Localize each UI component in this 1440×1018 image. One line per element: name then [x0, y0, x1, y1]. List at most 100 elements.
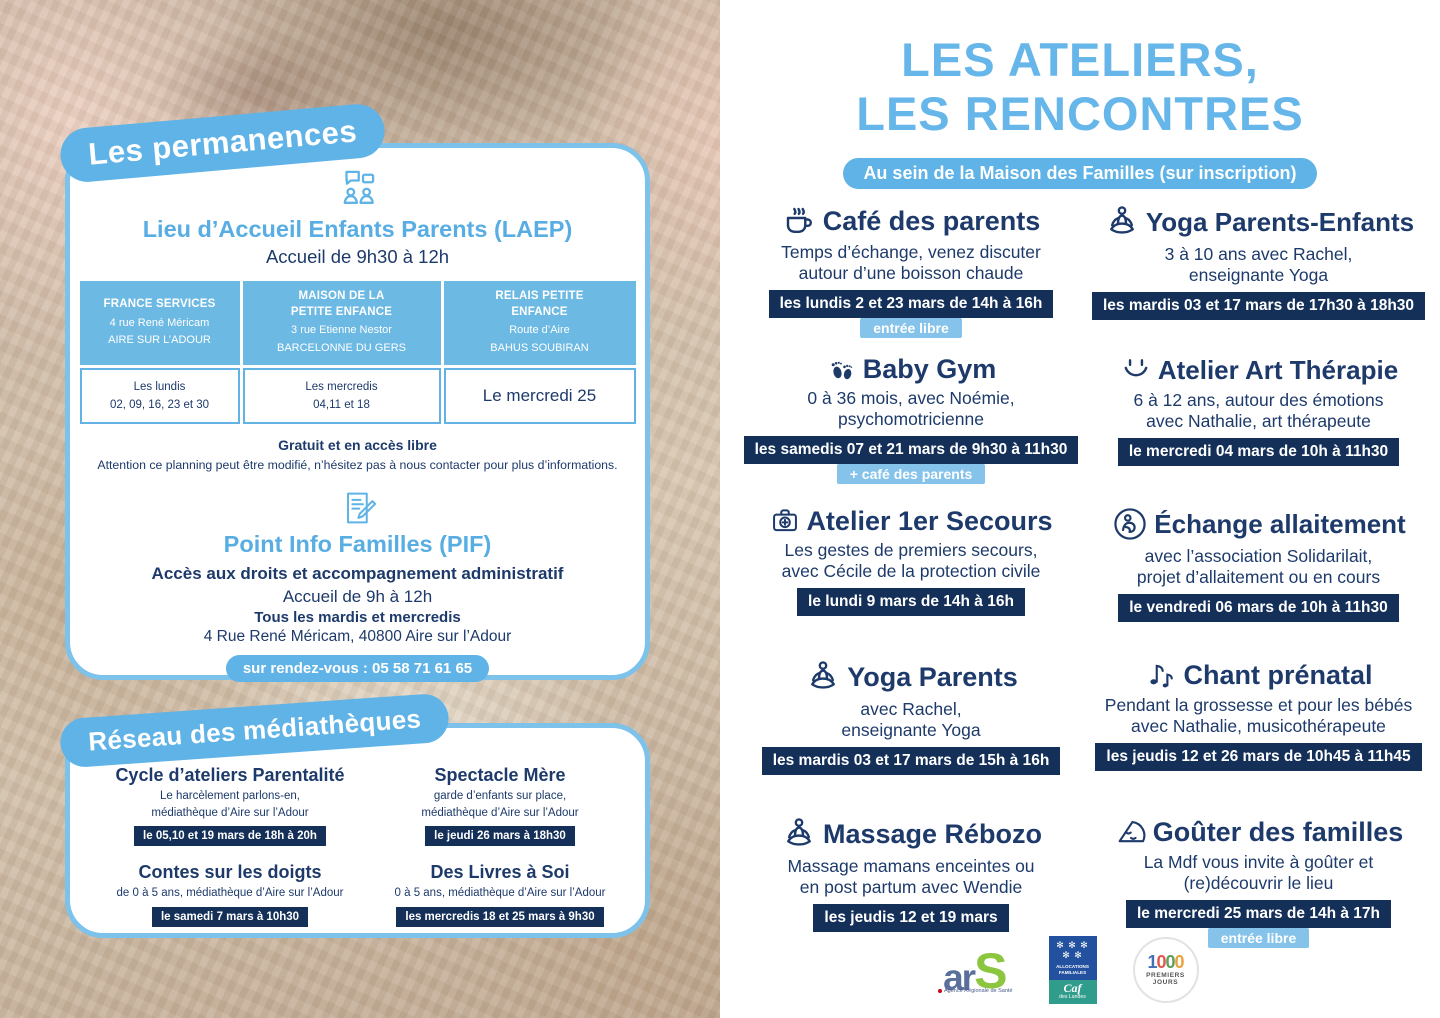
event-description: garde d’enfants sur place, médiathèque d…: [421, 790, 579, 819]
mediatheque-event: Spectacle Mère garde d’enfants sur place…: [375, 765, 625, 847]
workshop-date-banner: le lundi 9 mars de 14h à 16h: [797, 588, 1025, 617]
subtitle-pill-wrap: Au sein de la Maison des Familles (sur i…: [720, 158, 1440, 189]
mille-premiers-jours-logo: 1000 PREMIERS JOURS: [1132, 936, 1199, 1003]
workshop-title: Baby Gym: [862, 353, 997, 384]
page-title-line1: LES ATELIERS,: [901, 33, 1259, 86]
free-entry-badge: entrée libre: [1207, 928, 1310, 949]
workshop-title: Yoga Parents: [847, 661, 1018, 692]
mediatheque-event: Des Livres à Soi 0 à 5 ans, médiathèque …: [375, 862, 625, 928]
first-aid-kit-icon: [769, 505, 801, 537]
event-title: Cycle d’ateliers Parentalité: [115, 765, 345, 785]
ars-red-dot: [938, 989, 942, 994]
event-date-banner: le samedi 7 mars à 10h30: [151, 907, 309, 928]
workshop-echange-allaitement: Échange allaitement avec l’association S…: [1087, 505, 1430, 658]
jours-digit: 0: [1156, 951, 1166, 972]
workshop-date-banner: les jeudis 12 et 26 mars de 10h45 à 11h4…: [1095, 743, 1422, 772]
workshops-grid: Café des parents Temps d’échange, venez …: [735, 203, 1430, 949]
ars-caption: Agence Régionale de Santé: [944, 987, 1013, 994]
smiley-icon: [1119, 353, 1153, 387]
baby-feet-icon: [826, 353, 858, 385]
page-title-line2: LES RENCONTRES: [856, 87, 1304, 141]
mediatheque-event: Contes sur les doigts de 0 à 5 ans, médi…: [85, 862, 375, 928]
jours-number: 1000: [1147, 951, 1184, 972]
jours-line1: PREMIERS: [1146, 971, 1185, 979]
workshop-yoga-parents-enfants: Yoga Parents-Enfants 3 à 10 ans avec Rac…: [1087, 203, 1430, 353]
people-chat-icon: [335, 164, 381, 210]
event-date-banner: le jeudi 26 mars à 18h30: [425, 826, 575, 847]
workshop-description: 0 à 36 mois, avec Noémie, psychomotricie…: [807, 388, 1015, 429]
workshop-date-banner: les lundis 2 et 23 mars de 14h à 16h: [768, 290, 1054, 319]
mediatheque-event: Cycle d’ateliers Parentalité Le harcèlem…: [85, 765, 375, 847]
appointment-phone-pill: sur rendez-vous : 05 58 71 61 65: [225, 655, 490, 682]
pif-title: Point Info Familles (PIF): [223, 531, 492, 557]
workshop-title: Goûter des familles: [1152, 816, 1404, 847]
location-name: RELAIS PETITE ENFANCE: [495, 290, 584, 318]
event-date-banner: le 05,10 et 19 mars de 18h à 20h: [134, 826, 326, 847]
workshop-cafe-des-parents: Café des parents Temps d’échange, venez …: [735, 203, 1087, 353]
pif-days-line: Tous les mardis et mercredis: [254, 609, 461, 626]
workshop-date-banner: les mardis 03 et 17 mars de 15h à 16h: [761, 747, 1061, 776]
workshop-date-banner: les mardis 03 et 17 mars de 17h30 à 18h3…: [1091, 292, 1426, 321]
yoga-person-icon: [1103, 203, 1141, 241]
coffee-cup-icon: [782, 203, 818, 239]
event-title: Des Livres à Soi: [430, 862, 570, 883]
table-schedule-cell: Les lundis 02, 09, 16, 23 et 30: [79, 368, 240, 424]
subtitle-pill: Au sein de la Maison des Familles (sur i…: [843, 158, 1317, 189]
cake-slice-icon: [1114, 815, 1148, 849]
yoga-person-icon: [804, 658, 842, 696]
free-access-note: Gratuit et en accès libre: [278, 437, 437, 453]
partner-logos: ar S Agence Régionale de Santé ✻ ✻ ✻ ✻ ✻ A…: [938, 936, 1199, 1004]
caf-logo: ✻ ✻ ✻ ✻ ✻ ALLOCATIONS FAMILIALES Caf des …: [1048, 936, 1097, 1004]
workshop-description: avec l’association Solidarilait, projet …: [1136, 546, 1381, 587]
workshop-title: Atelier Art Thérapie: [1157, 354, 1399, 385]
workshop-description: La Mdf vous invite à goûter et (re)décou…: [1143, 852, 1374, 893]
workshop-title: Atelier 1er Secours: [806, 505, 1053, 536]
workshop-yoga-parents: Yoga Parents avec Rachel, enseignante Yo…: [735, 658, 1087, 815]
workshop-title: Yoga Parents-Enfants: [1145, 206, 1415, 237]
workshop-description: Pendant la grossesse et pour les bébés a…: [1104, 695, 1413, 736]
event-description: 0 à 5 ans, médiathèque d’Aire sur l’Adou…: [394, 887, 606, 900]
table-header-cell: MAISON DE LA PETITE ENFANCE 3 rue Etienn…: [242, 281, 441, 365]
table-schedule-cell: Les mercredis 04,11 et 18: [242, 368, 441, 424]
event-description: de 0 à 5 ans, médiathèque d’Aire sur l’A…: [116, 887, 344, 900]
workshop-date-banner: les jeudis 12 et 19 mars: [813, 904, 1009, 933]
music-notes-icon: [1144, 658, 1178, 692]
event-description: Le harcèlement parlons-en, médiathèque d…: [151, 790, 309, 819]
workshop-title: Échange allaitement: [1154, 508, 1406, 539]
location-name: FRANCE SERVICES: [103, 298, 216, 311]
workshop-title: Chant prénatal: [1183, 659, 1373, 690]
planning-warning-note: Attention ce planning peut être modifié,…: [97, 458, 618, 472]
breastfeeding-icon: [1111, 505, 1149, 543]
workshop-premiers-secours: Atelier 1er Secours Les gestes de premie…: [735, 505, 1087, 658]
location-address: 4 rue René Méricam AIRE SUR L’ADOUR: [108, 316, 211, 346]
event-date-banner: les mercredis 18 et 25 mars à 9h30: [396, 907, 604, 928]
pif-access-line: Accès aux droits et accompagnement admin…: [151, 564, 564, 583]
ars-text-s: S: [974, 942, 1008, 999]
caf-name: Caf: [1063, 980, 1082, 995]
table-schedule-cell: Le mercredi 25: [443, 368, 636, 424]
pif-hours-line: Accueil de 9h à 12h: [282, 587, 433, 606]
caf-subname: des Landes: [1059, 993, 1086, 1000]
plus-cafe-badge: + café des parents: [836, 464, 986, 485]
location-address: 3 rue Etienne Nestor BARCELONNE DU GERS: [277, 324, 406, 354]
jours-digit: 1: [1147, 951, 1157, 972]
workshop-date-banner: les samedis 07 et 21 mars de 9h30 à 11h3…: [743, 436, 1079, 465]
free-entry-badge: entrée libre: [860, 318, 962, 339]
table-header-cell: FRANCE SERVICES 4 rue René Méricam AIRE …: [79, 281, 240, 365]
workshop-massage-rebozo: Massage Rébozo Massage mamans enceintes …: [735, 815, 1087, 948]
pif-address-line: 4 Rue René Méricam, 40800 Aire sur l’Ado…: [203, 628, 512, 645]
permanences-panel: Lieu d’Accueil Enfants Parents (LAEP) Ac…: [65, 143, 650, 682]
jours-digit: 0: [1165, 951, 1176, 972]
workshop-baby-gym: Baby Gym 0 à 36 mois, avec Noémie, psych…: [735, 353, 1087, 505]
workshop-date-banner: le mercredi 25 mars de 14h à 17h: [1126, 900, 1391, 929]
mediatheques-grid: Cycle d’ateliers Parentalité Le harcèlem…: [85, 765, 625, 928]
ars-text-ar: ar: [943, 956, 976, 998]
workshop-title: Café des parents: [822, 205, 1041, 236]
workshop-description: avec Rachel, enseignante Yoga: [841, 699, 981, 740]
jours-line2: JOURS: [1152, 979, 1179, 987]
laep-title: Lieu d’Accueil Enfants Parents (LAEP): [142, 216, 573, 242]
location-name: MAISON DE LA PETITE ENFANCE: [290, 290, 393, 318]
workshop-description: 3 à 10 ans avec Rachel, enseignante Yoga: [1164, 244, 1353, 285]
caf-figures-icon: ✻ ✻ ✻ ✻ ✻: [1056, 940, 1089, 960]
